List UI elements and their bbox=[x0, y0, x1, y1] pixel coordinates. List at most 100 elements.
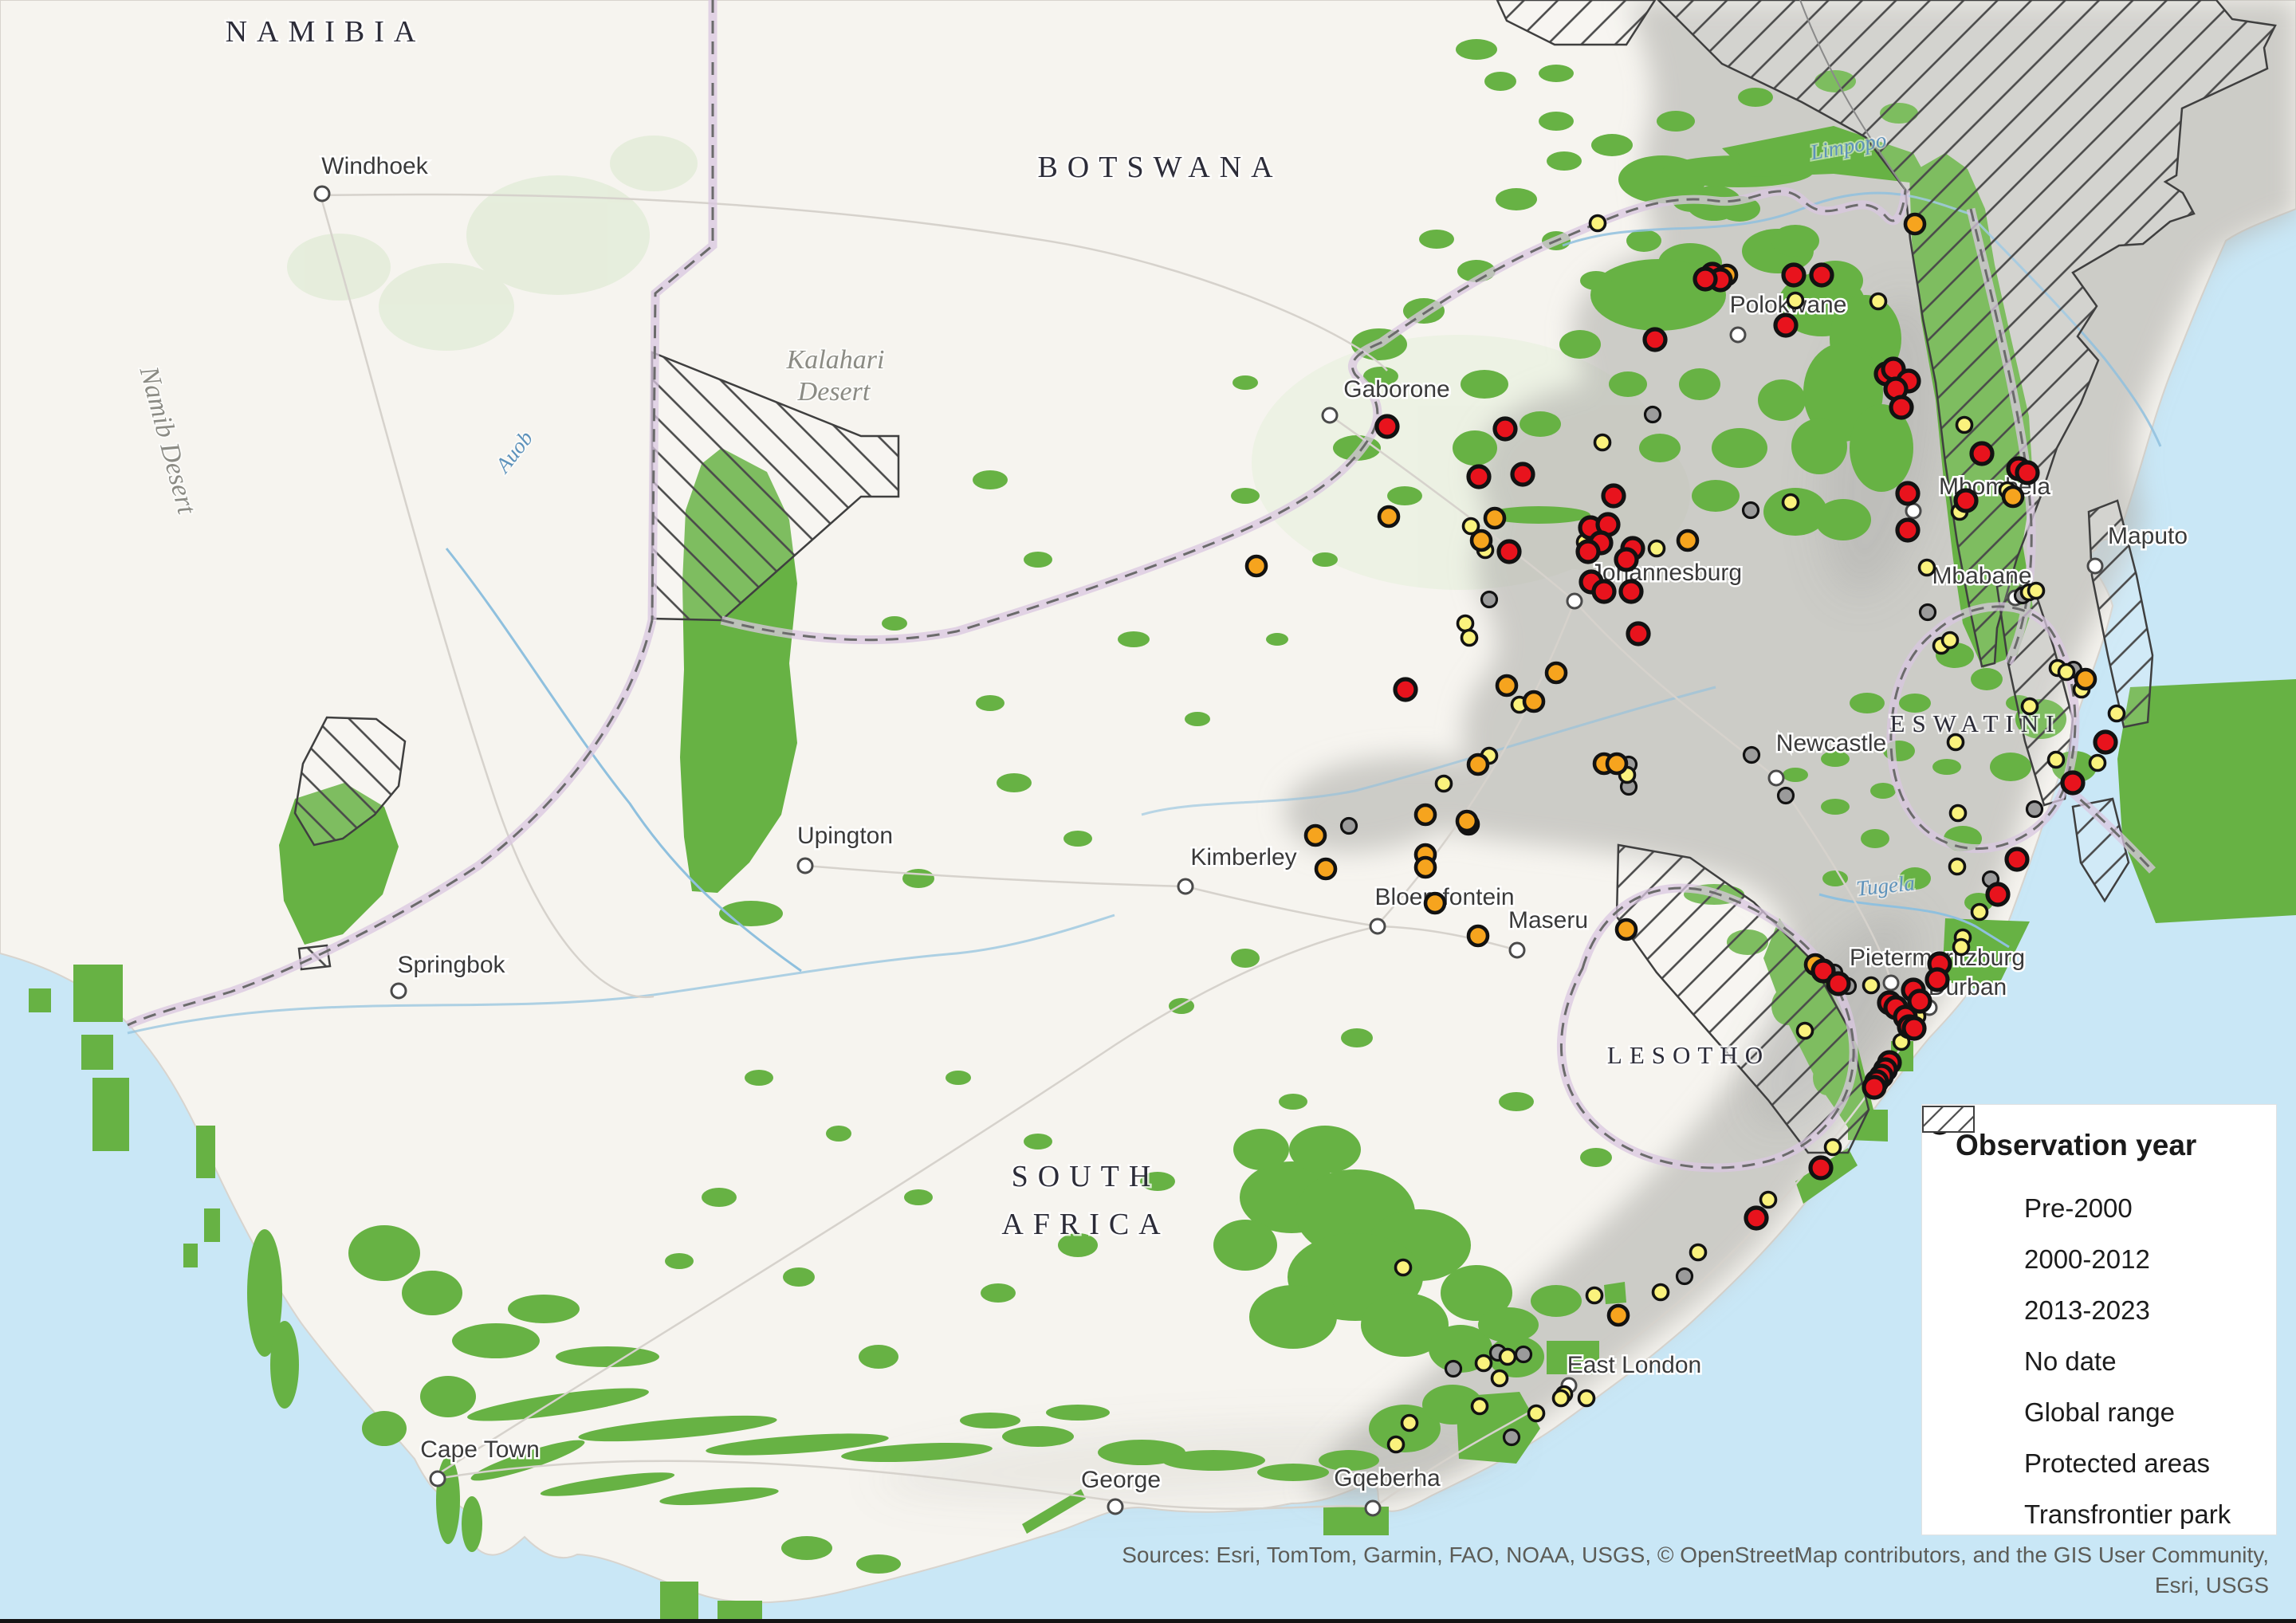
observation-point-2013-2023[interactable] bbox=[1809, 262, 1834, 288]
observation-point-2013-2023[interactable] bbox=[2060, 770, 2086, 796]
observation-point-pre-2000[interactable] bbox=[1460, 628, 1479, 647]
observation-point-2000-2012[interactable] bbox=[1244, 554, 1268, 578]
observation-point-2000-2012[interactable] bbox=[2074, 667, 2097, 691]
observation-point-2013-2023[interactable] bbox=[1808, 1155, 1834, 1181]
observation-point-no-date[interactable] bbox=[1339, 816, 1358, 835]
observation-point-pre-2000[interactable] bbox=[1759, 1190, 1778, 1209]
observation-point-2013-2023[interactable] bbox=[1618, 579, 1644, 604]
observation-point-2000-2012[interactable] bbox=[1413, 855, 1437, 879]
observation-point-2013-2023[interactable] bbox=[1895, 481, 1921, 506]
observation-point-no-date[interactable] bbox=[1741, 501, 1760, 520]
observation-point-pre-2000[interactable] bbox=[1970, 902, 1989, 922]
observation-point-2000-2012[interactable] bbox=[1455, 809, 1479, 833]
observation-point-no-date[interactable] bbox=[1514, 1345, 1533, 1364]
observation-point-2013-2023[interactable] bbox=[2015, 460, 2040, 485]
observation-point-2000-2012[interactable] bbox=[1676, 529, 1700, 552]
observation-point-pre-2000[interactable] bbox=[1647, 539, 1666, 558]
observation-point-2013-2023[interactable] bbox=[1901, 1016, 1927, 1041]
observation-point-pre-2000[interactable] bbox=[1862, 976, 1881, 995]
observation-point-pre-2000[interactable] bbox=[2027, 581, 2046, 600]
observation-point-2013-2023[interactable] bbox=[1614, 547, 1639, 572]
observation-point-2000-2012[interactable] bbox=[1483, 506, 1507, 530]
observation-point-2013-2023[interactable] bbox=[1591, 579, 1617, 604]
observation-point-2013-2023[interactable] bbox=[1510, 462, 1535, 487]
observation-point-pre-2000[interactable] bbox=[1527, 1404, 1546, 1423]
observation-point-2000-2012[interactable] bbox=[1522, 690, 1546, 713]
observation-point-2000-2012[interactable] bbox=[1606, 1303, 1630, 1327]
observation-point-2013-2023[interactable] bbox=[1773, 312, 1799, 338]
observation-point-2000-2012[interactable] bbox=[1466, 924, 1490, 948]
observation-point-2000-2012[interactable] bbox=[1605, 752, 1629, 776]
observation-point-pre-2000[interactable] bbox=[1456, 614, 1475, 633]
observation-point-pre-2000[interactable] bbox=[1498, 1347, 1517, 1366]
observation-point-pre-2000[interactable] bbox=[1474, 1354, 1493, 1373]
observation-point-pre-2000[interactable] bbox=[1470, 1397, 1489, 1416]
observation-point-pre-2000[interactable] bbox=[1795, 1021, 1814, 1040]
observation-point-2013-2023[interactable] bbox=[1626, 621, 1651, 646]
observation-point-2000-2012[interactable] bbox=[2001, 485, 2025, 509]
observation-point-2013-2023[interactable] bbox=[1466, 464, 1492, 489]
observation-point-2000-2012[interactable] bbox=[1495, 674, 1519, 698]
observation-point-2000-2012[interactable] bbox=[1413, 803, 1437, 827]
observation-point-2013-2023[interactable] bbox=[1895, 517, 1921, 543]
observation-point-2013-2023[interactable] bbox=[1496, 539, 1522, 564]
observation-point-no-date[interactable] bbox=[1675, 1267, 1694, 1286]
observation-point-2013-2023[interactable] bbox=[1693, 266, 1718, 292]
observation-point-pre-2000[interactable] bbox=[1588, 214, 1607, 233]
observation-point-2013-2023[interactable] bbox=[1924, 967, 1950, 992]
observation-point-pre-2000[interactable] bbox=[2057, 662, 2076, 682]
observation-point-2013-2023[interactable] bbox=[1862, 1075, 1887, 1100]
observation-point-2013-2023[interactable] bbox=[1969, 441, 1995, 466]
observation-point-no-date[interactable] bbox=[2025, 800, 2044, 819]
observation-point-2013-2023[interactable] bbox=[1374, 414, 1400, 439]
observation-point-pre-2000[interactable] bbox=[1585, 1286, 1604, 1305]
observation-point-no-date[interactable] bbox=[1444, 1359, 1463, 1378]
observation-point-2013-2023[interactable] bbox=[1953, 488, 1979, 513]
observation-point-pre-2000[interactable] bbox=[1869, 292, 1888, 311]
observation-point-no-date[interactable] bbox=[1480, 590, 1499, 609]
observation-point-2013-2023[interactable] bbox=[2004, 847, 2030, 872]
observation-point-pre-2000[interactable] bbox=[1952, 937, 1971, 957]
observation-point-pre-2000[interactable] bbox=[1917, 558, 1936, 577]
observation-point-2000-2012[interactable] bbox=[1903, 212, 1927, 236]
observation-point-2000-2012[interactable] bbox=[1614, 918, 1638, 941]
observation-point-no-date[interactable] bbox=[1643, 405, 1662, 424]
observation-point-pre-2000[interactable] bbox=[1461, 517, 1480, 536]
observation-point-2013-2023[interactable] bbox=[2093, 729, 2118, 755]
observation-point-pre-2000[interactable] bbox=[1955, 415, 1974, 434]
observation-point-2013-2023[interactable] bbox=[1575, 539, 1601, 564]
observation-point-2013-2023[interactable] bbox=[1810, 958, 1836, 984]
observation-point-pre-2000[interactable] bbox=[2107, 704, 2126, 723]
observation-point-pre-2000[interactable] bbox=[1593, 433, 1612, 452]
observation-point-2000-2012[interactable] bbox=[1469, 529, 1493, 552]
observation-point-pre-2000[interactable] bbox=[2020, 697, 2039, 716]
observation-point-no-date[interactable] bbox=[1918, 603, 1937, 622]
observation-point-2013-2023[interactable] bbox=[1826, 971, 1851, 996]
observation-point-2000-2012[interactable] bbox=[1303, 823, 1327, 847]
observation-point-pre-2000[interactable] bbox=[1781, 493, 1800, 512]
observation-point-pre-2000[interactable] bbox=[1823, 1138, 1842, 1157]
observation-point-pre-2000[interactable] bbox=[1386, 1435, 1406, 1454]
observation-point-pre-2000[interactable] bbox=[1948, 857, 1967, 876]
observation-point-pre-2000[interactable] bbox=[1577, 1389, 1596, 1408]
observation-point-2013-2023[interactable] bbox=[1492, 416, 1518, 442]
observation-point-pre-2000[interactable] bbox=[1490, 1369, 1509, 1388]
observation-point-pre-2000[interactable] bbox=[1394, 1258, 1413, 1277]
observation-point-2000-2012[interactable] bbox=[1314, 857, 1338, 881]
observation-point-no-date[interactable] bbox=[1742, 745, 1761, 764]
observation-point-pre-2000[interactable] bbox=[1434, 774, 1453, 793]
observation-point-pre-2000[interactable] bbox=[1689, 1243, 1708, 1262]
observation-point-pre-2000[interactable] bbox=[2046, 750, 2066, 769]
observation-point-2013-2023[interactable] bbox=[1393, 677, 1418, 702]
observation-point-2013-2023[interactable] bbox=[1744, 1205, 1769, 1231]
observation-point-2013-2023[interactable] bbox=[1985, 882, 2011, 907]
observation-point-2013-2023[interactable] bbox=[1889, 395, 1914, 420]
observation-point-pre-2000[interactable] bbox=[1946, 733, 1965, 752]
observation-point-2013-2023[interactable] bbox=[1601, 483, 1626, 509]
observation-point-pre-2000[interactable] bbox=[1940, 631, 1960, 650]
observation-point-no-date[interactable] bbox=[1502, 1428, 1521, 1447]
observation-point-no-date[interactable] bbox=[1776, 786, 1795, 805]
observation-point-pre-2000[interactable] bbox=[1786, 291, 1805, 310]
observation-point-pre-2000[interactable] bbox=[1948, 804, 1968, 823]
